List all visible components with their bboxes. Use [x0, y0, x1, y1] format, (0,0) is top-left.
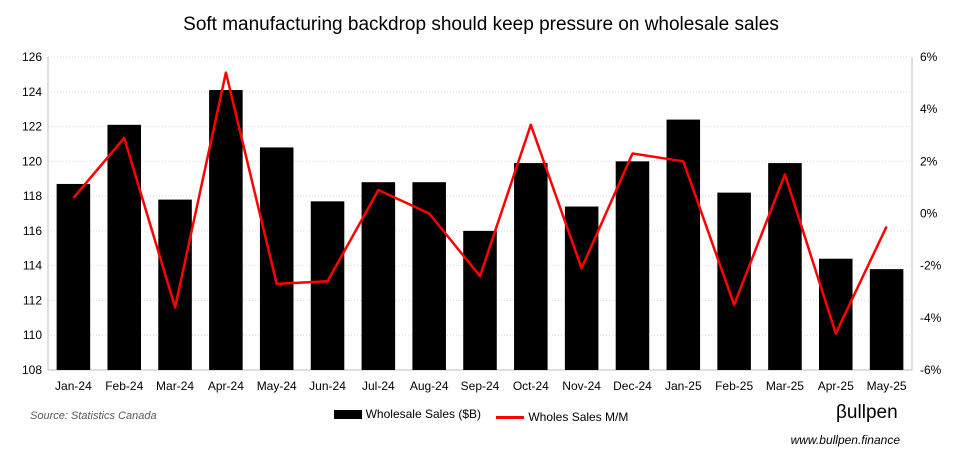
- x-tick-label: Jan-24: [55, 379, 92, 393]
- y-tick-label: 114: [23, 259, 42, 273]
- bar: [361, 182, 396, 370]
- y-tick-label: 108: [22, 363, 42, 377]
- legend-line-label: Wholes Sales M/M: [528, 410, 629, 424]
- y2-tick-label: -4%: [920, 311, 942, 325]
- x-tick-label: May-24: [257, 379, 297, 393]
- x-tick-label: Aug-24: [410, 379, 449, 393]
- bar: [564, 206, 599, 370]
- x-tick-label: Apr-25: [818, 379, 854, 393]
- x-tick-label: Mar-24: [156, 379, 194, 393]
- y-tick-label: 118: [23, 189, 42, 203]
- brand-logo: βullpen: [836, 402, 898, 423]
- bar: [158, 199, 192, 370]
- x-tick-label: May-25: [867, 379, 907, 393]
- x-tick-label: Apr-24: [208, 379, 244, 393]
- y2-tick-label: 2%: [920, 154, 938, 168]
- x-tick-label: Mar-25: [766, 379, 804, 393]
- bar: [310, 201, 345, 370]
- bar: [666, 119, 701, 370]
- bar: [56, 183, 91, 370]
- y-tick-label: 110: [23, 328, 42, 342]
- y-tick-label: 124: [22, 85, 42, 99]
- y2-tick-label: -2%: [920, 259, 942, 273]
- bar: [717, 192, 751, 370]
- legend-bar-label: Wholesale Sales ($B): [365, 407, 481, 421]
- bar: [107, 124, 142, 370]
- website-url: www.bullpen.finance: [790, 433, 900, 447]
- x-tick-label: Jan-25: [665, 379, 702, 393]
- legend: Wholesale Sales ($B) Wholes Sales M/M: [0, 407, 962, 424]
- x-tick-label: Sep-24: [461, 379, 500, 393]
- legend-item-bars: Wholesale Sales ($B): [333, 407, 481, 421]
- y-tick-label: 126: [22, 50, 42, 64]
- bar: [869, 269, 904, 370]
- legend-bar-swatch: [333, 409, 362, 419]
- x-tick-label: Oct-24: [513, 379, 549, 393]
- y-tick-label: 120: [22, 154, 42, 168]
- x-tick-label: Dec-24: [613, 379, 652, 393]
- bar: [412, 182, 446, 370]
- bar: [514, 163, 548, 370]
- bar: [259, 147, 294, 370]
- legend-item-line: Wholes Sales M/M: [496, 410, 628, 424]
- source-note: Source: Statistics Canada: [30, 410, 157, 422]
- x-tick-label: Feb-25: [715, 379, 753, 393]
- bar: [615, 161, 650, 370]
- chart-title: Soft manufacturing backdrop should keep …: [183, 14, 779, 35]
- y2-tick-label: 0%: [920, 207, 938, 221]
- y-tick-label: 122: [22, 120, 42, 134]
- y2-tick-label: -6%: [920, 363, 942, 377]
- y2-tick-label: 6%: [920, 50, 938, 64]
- x-tick-label: Feb-24: [105, 379, 143, 393]
- x-tick-label: Jun-24: [309, 379, 346, 393]
- legend-line-swatch: [496, 415, 525, 419]
- y-tick-label: 112: [23, 293, 42, 307]
- y-tick-label: 116: [23, 224, 42, 238]
- x-tick-label: Nov-24: [562, 379, 601, 393]
- bar: [768, 163, 802, 370]
- y2-tick-label: 4%: [920, 102, 938, 116]
- x-tick-label: Jul-24: [362, 379, 395, 393]
- bar: [818, 258, 853, 370]
- bar: [463, 230, 497, 370]
- mm-change-line: [72, 71, 888, 335]
- bar: [209, 90, 243, 371]
